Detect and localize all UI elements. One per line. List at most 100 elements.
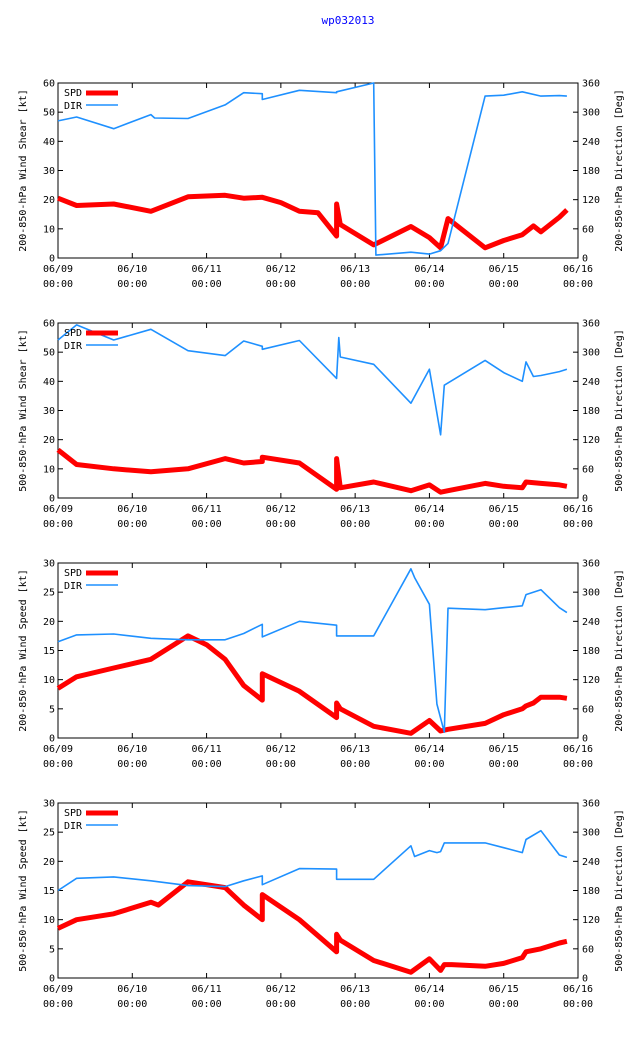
- y-tick-label: 30: [43, 559, 55, 570]
- y2-tick-label: 0: [582, 494, 588, 505]
- y-tick-label: 10: [43, 915, 55, 926]
- y2-tick-label: 0: [582, 974, 588, 985]
- panel-4: 05101520253006012018024030036006/0900:00…: [18, 799, 625, 1011]
- y2-tick-label: 360: [582, 319, 600, 330]
- y2-tick-label: 120: [582, 435, 600, 446]
- y2-tick-label: 180: [582, 406, 600, 417]
- x-tick-date: 06/15: [489, 984, 519, 995]
- x-tick-date: 06/10: [117, 504, 147, 515]
- dir-series-line: [57, 567, 568, 734]
- plot-frame: [57, 562, 579, 739]
- y2-tick-label: 0: [582, 254, 588, 265]
- x-tick-date: 06/12: [266, 264, 296, 275]
- y-tick-label: 0: [49, 974, 55, 985]
- y2-tick-label: 120: [582, 675, 600, 686]
- figure-title: wp032013: [322, 14, 375, 27]
- x-tick-time: 00:00: [192, 519, 222, 530]
- y-tick-label: 50: [43, 348, 55, 359]
- y2-axis-title: 500-850-hPa Direction [Deg]: [614, 329, 625, 492]
- x-tick-time: 00:00: [489, 759, 519, 770]
- y-tick-label: 40: [43, 377, 55, 388]
- y2-tick-label: 120: [582, 915, 600, 926]
- x-tick-time: 00:00: [414, 999, 444, 1010]
- x-tick-date: 06/16: [563, 264, 593, 275]
- y-tick-label: 0: [49, 254, 55, 265]
- x-tick-time: 00:00: [117, 519, 147, 530]
- y-axis-title: 200-850-hPa Wind Shear [kt]: [18, 89, 29, 252]
- plot-frame: [57, 82, 579, 259]
- dir-series-line: [57, 829, 568, 892]
- y2-tick-label: 240: [582, 857, 600, 868]
- x-tick-date: 06/11: [192, 744, 222, 755]
- y2-tick-label: 240: [582, 377, 600, 388]
- y2-tick-label: 60: [582, 224, 594, 235]
- y-tick-label: 50: [43, 108, 55, 119]
- y-tick-label: 60: [43, 319, 55, 330]
- y-tick-label: 5: [49, 944, 55, 955]
- x-tick-date: 06/12: [266, 984, 296, 995]
- y2-tick-label: 60: [582, 704, 594, 715]
- x-tick-time: 00:00: [117, 279, 147, 290]
- y2-axis-title: 500-850-hPa Direction [Deg]: [614, 809, 625, 972]
- legend-dir-label: DIR: [64, 581, 83, 592]
- spd-series-line: [56, 879, 568, 975]
- x-tick-time: 00:00: [117, 759, 147, 770]
- y2-axis-title: 200-850-hPa Direction [Deg]: [614, 89, 625, 252]
- y-tick-label: 30: [43, 166, 55, 177]
- x-tick-date: 06/15: [489, 504, 519, 515]
- y2-axis-title: 200-850-hPa Direction [Deg]: [614, 569, 625, 732]
- y2-tick-label: 240: [582, 137, 600, 148]
- y-tick-label: 20: [43, 617, 55, 628]
- y2-tick-label: 360: [582, 799, 600, 810]
- legend-spd-label: SPD: [64, 88, 82, 99]
- y-tick-label: 30: [43, 799, 55, 810]
- x-tick-date: 06/11: [192, 984, 222, 995]
- x-tick-time: 00:00: [414, 519, 444, 530]
- panel-2: 0 10 20 30 40 50 60 0 60 120 180 240 300 360 06/09 00:0…: [18, 319, 625, 531]
- x-tick-time: 00:00: [192, 759, 222, 770]
- x-tick-date: 06/15: [489, 744, 519, 755]
- y-tick-label: 0: [49, 734, 55, 745]
- x-tick-date: 06/09: [43, 744, 73, 755]
- x-tick-time: 00:00: [340, 759, 370, 770]
- legend-spd-label: SPD: [64, 328, 82, 339]
- x-tick-time: 00:00: [43, 759, 73, 770]
- x-tick-time: 00:00: [266, 999, 296, 1010]
- y-axis-title: 200-850-hPa Wind Speed [kt]: [18, 569, 29, 732]
- x-tick-date: 06/10: [117, 744, 147, 755]
- y-axis-title: 500-850-hPa Wind Shear [kt]: [18, 329, 29, 492]
- x-tick-time: 00:00: [266, 519, 296, 530]
- x-tick-time: 00:00: [117, 999, 147, 1010]
- y2-tick-label: 300: [582, 108, 600, 119]
- x-tick-time: 00:00: [43, 279, 73, 290]
- x-tick-date: 06/16: [563, 504, 593, 515]
- x-tick-date: 06/16: [563, 984, 593, 995]
- x-tick-date: 06/13: [340, 744, 370, 755]
- y-tick-label: 30: [43, 406, 55, 417]
- x-tick-time: 00:00: [266, 279, 296, 290]
- legend-spd-label: SPD: [64, 568, 82, 579]
- y-tick-label: 0: [49, 494, 55, 505]
- spd-series-line: [56, 633, 568, 736]
- x-tick-date: 06/15: [489, 264, 519, 275]
- x-tick-time: 00:00: [489, 279, 519, 290]
- x-tick-date: 06/13: [340, 264, 370, 275]
- x-tick-time: 00:00: [563, 759, 593, 770]
- x-tick-date: 06/11: [192, 264, 222, 275]
- y2-tick-label: 60: [582, 464, 594, 475]
- x-tick-date: 06/10: [117, 264, 147, 275]
- x-tick-date: 06/14: [414, 504, 444, 515]
- x-tick-date: 06/11: [192, 504, 222, 515]
- x-tick-date: 06/13: [340, 504, 370, 515]
- y-tick-label: 10: [43, 675, 55, 686]
- x-tick-time: 00:00: [192, 279, 222, 290]
- x-tick-time: 00:00: [340, 999, 370, 1010]
- x-tick-date: 06/14: [414, 744, 444, 755]
- x-tick-date: 06/12: [266, 744, 296, 755]
- y2-tick-label: 0: [582, 734, 588, 745]
- x-tick-date: 06/09: [43, 264, 73, 275]
- x-tick-time: 00:00: [489, 999, 519, 1010]
- x-tick-time: 00:00: [340, 279, 370, 290]
- y2-tick-label: 60: [582, 944, 594, 955]
